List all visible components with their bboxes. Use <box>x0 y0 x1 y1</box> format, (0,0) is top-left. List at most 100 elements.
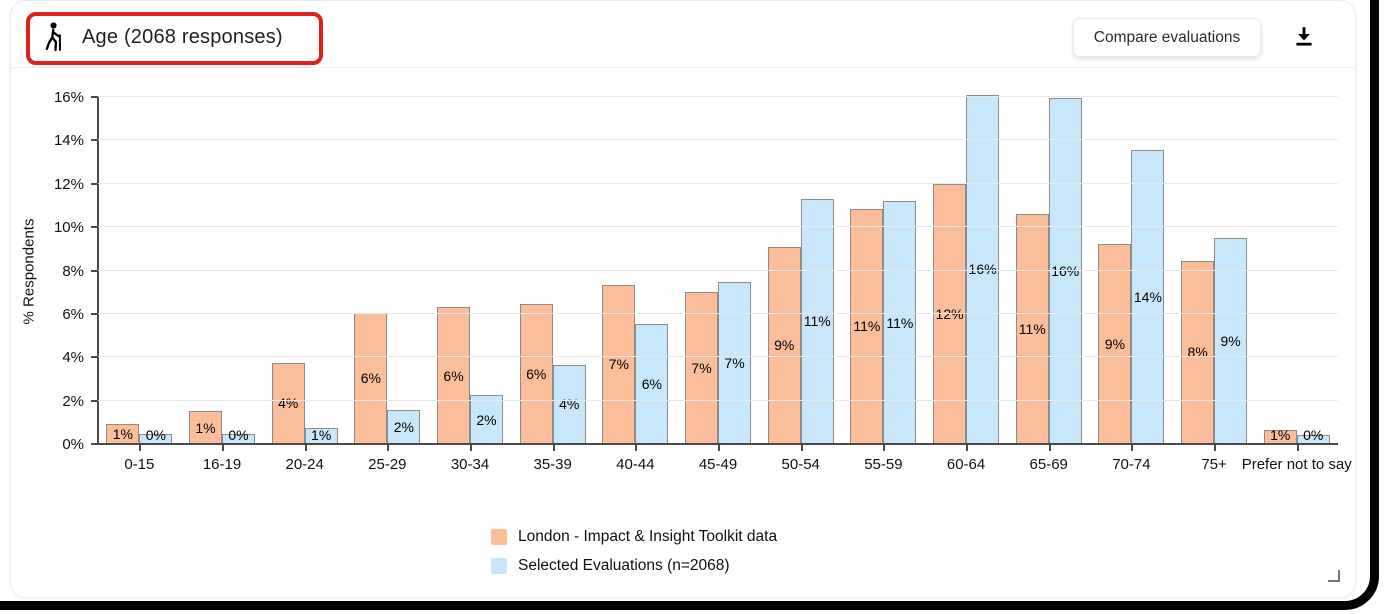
bar-value-label: 9% <box>774 337 795 354</box>
x-tick-mark <box>470 445 473 451</box>
download-icon <box>1291 24 1317 50</box>
bar[interactable] <box>437 307 471 444</box>
y-axis-line <box>97 97 99 444</box>
bar-value-label: 2% <box>393 419 414 436</box>
bar[interactable] <box>519 304 553 444</box>
x-category-label: 70-74 <box>1112 456 1151 473</box>
gridline <box>98 269 1338 271</box>
bar[interactable] <box>1214 237 1248 444</box>
bar-group: 11% 11% 55-59 <box>842 97 925 473</box>
bar-group: 11% 16% 65-69 <box>1007 97 1090 473</box>
bar[interactable] <box>800 198 834 444</box>
gridline <box>98 182 1338 184</box>
bar[interactable] <box>1131 150 1165 444</box>
bar-value-label: 7% <box>608 356 629 373</box>
bar[interactable] <box>883 201 917 444</box>
gridline <box>98 399 1338 401</box>
x-tick-mark <box>635 445 638 451</box>
plot-area: 1% 0% 0-15 1% 0% 16-19 4% 1% 20-24 6% 2% 25-29 6% 2% 3… <box>54 89 1352 473</box>
bar-group: 1% 0% Prefer not to say <box>1242 97 1352 473</box>
y-tick-mark <box>91 443 98 445</box>
y-tick-label: 16% <box>53 89 84 106</box>
bar-group: 4% 1% 20-24 <box>263 97 346 473</box>
bar[interactable] <box>933 183 967 444</box>
bar-value-label: 1% <box>195 419 216 436</box>
bar-value-label: 0% <box>145 427 166 443</box>
y-tick-label: 14% <box>53 132 84 150</box>
page-title: Age (2068 responses) <box>82 25 283 48</box>
x-category-label: 50-54 <box>781 456 820 473</box>
x-category-label: 20-24 <box>285 456 324 473</box>
bar[interactable] <box>685 292 719 444</box>
bar[interactable] <box>271 362 305 444</box>
legend-item[interactable]: London - Impact & Insight Toolkit data <box>491 528 777 546</box>
chart-card: Age (2068 responses) Compare evaluations… <box>10 0 1356 598</box>
bar-value-label: 6% <box>641 375 662 392</box>
y-tick-mark <box>91 399 98 402</box>
y-tick-label: 4% <box>62 349 84 367</box>
bar[interactable] <box>387 410 421 444</box>
bar-value-label: 6% <box>526 366 547 383</box>
legend-item[interactable]: Selected Evaluations (n=2068) <box>491 557 777 575</box>
x-category-label: 25-29 <box>368 456 407 473</box>
bar[interactable] <box>850 208 884 444</box>
bar-value-label: 2% <box>476 411 497 428</box>
bar-value-label: 1% <box>1270 427 1291 443</box>
bar-group: 6% 2% 25-29 <box>346 97 429 473</box>
legend-swatch <box>491 529 507 545</box>
x-tick-mark <box>966 445 969 451</box>
chart-region: % Respondents 1% 0% 0-15 1% 0% 16-19 4% 1% 20-24… <box>11 68 1357 599</box>
bar[interactable] <box>718 282 752 444</box>
bar[interactable] <box>1181 260 1215 444</box>
bar[interactable] <box>635 323 669 444</box>
bar-group: 1% 0% 16-19 <box>181 97 264 473</box>
gridline <box>98 226 1338 228</box>
compare-evaluations-button[interactable]: Compare evaluations <box>1073 18 1261 57</box>
bar-value-label: 7% <box>724 355 745 372</box>
gridline <box>98 96 1338 97</box>
bar-value-label: 11% <box>853 318 881 335</box>
y-axis-title: % Respondents <box>20 218 38 325</box>
bar-value-label: 9% <box>1220 332 1241 349</box>
bar-value-label: 16% <box>1051 263 1080 280</box>
bar-value-label: 0% <box>228 427 249 443</box>
bar[interactable] <box>602 284 636 444</box>
x-tick-mark <box>222 445 224 451</box>
x-tick-mark <box>1214 445 1217 451</box>
x-category-label: Prefer not to say <box>1241 456 1352 473</box>
gridline <box>98 312 1338 314</box>
y-tick-label: 10% <box>53 219 84 237</box>
x-category-label: 75+ <box>1201 456 1227 473</box>
download-button[interactable] <box>1290 24 1318 52</box>
bar-value-label: 11% <box>886 314 914 331</box>
y-tick-mark <box>91 226 98 229</box>
y-tick-mark <box>91 139 98 142</box>
resize-handle-icon[interactable] <box>1328 570 1340 582</box>
x-category-label: 65-69 <box>1029 456 1068 473</box>
legend-swatch <box>491 558 507 574</box>
bar-group: 6% 4% 35-39 <box>511 97 594 473</box>
bar[interactable] <box>966 94 1000 444</box>
y-tick-label: 6% <box>62 305 84 323</box>
bar-value-label: 12% <box>935 305 964 322</box>
x-tick-mark <box>883 445 886 451</box>
gridline <box>98 356 1338 358</box>
person-with-cane-icon <box>39 21 69 53</box>
bar-value-label: 1% <box>112 426 133 443</box>
x-category-label: 0-15 <box>124 456 155 473</box>
bar[interactable] <box>1098 244 1132 444</box>
bar-value-label: 11% <box>803 313 831 330</box>
y-tick-label: 8% <box>62 262 84 280</box>
bar[interactable] <box>1015 214 1049 444</box>
bar[interactable] <box>1048 98 1082 444</box>
x-tick-mark <box>718 445 721 451</box>
bar-value-label: 8% <box>1187 344 1208 361</box>
bar-group: 12% 16% 60-64 <box>925 94 1008 473</box>
bar-group: 7% 7% 45-49 <box>677 97 760 473</box>
bar[interactable] <box>767 246 801 444</box>
x-category-label: 30-34 <box>450 456 490 473</box>
x-tick-mark <box>1048 445 1051 451</box>
bar-value-label: 14% <box>1133 289 1162 306</box>
bar-value-label: 6% <box>360 370 381 387</box>
